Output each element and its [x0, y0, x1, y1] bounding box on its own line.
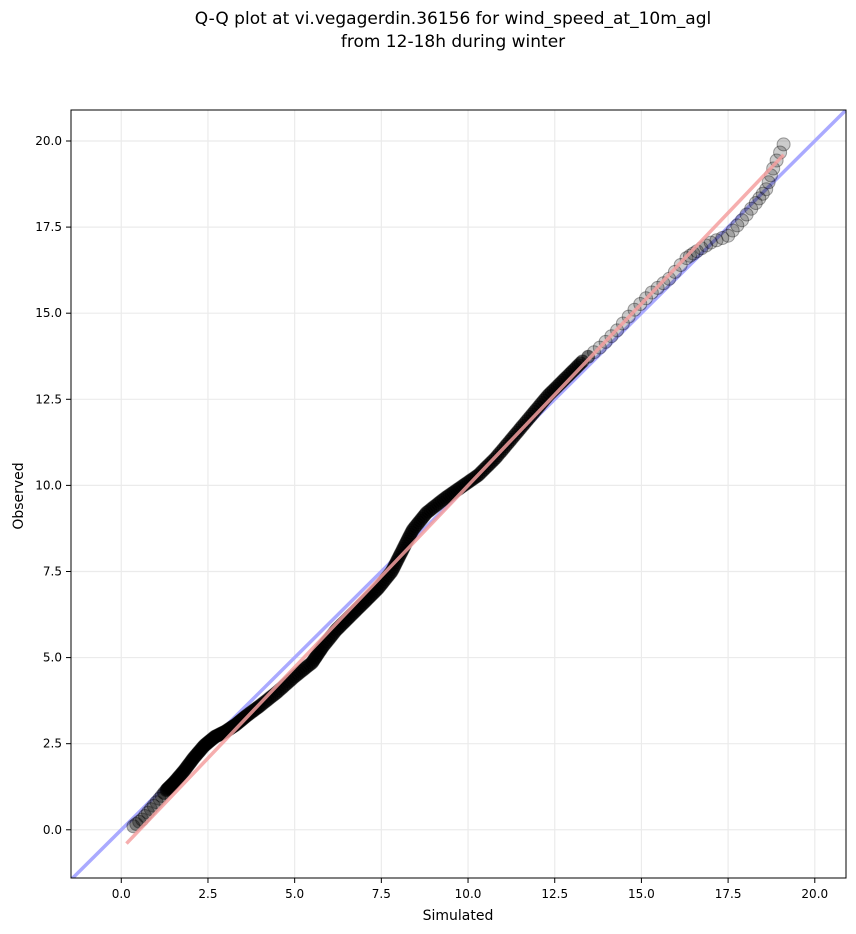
qq-point — [735, 213, 749, 228]
x-tick-label-2: 5.0 — [285, 887, 304, 901]
qq-point — [581, 349, 596, 364]
y-tick-label-1: 2.5 — [43, 737, 62, 751]
y-tick-label-2: 5.0 — [43, 651, 62, 665]
qq-point — [739, 207, 754, 222]
qq-point — [748, 196, 763, 210]
x-tick-label-7: 17.5 — [715, 887, 742, 901]
qq-point — [730, 218, 745, 233]
chart-title-line-1: Q-Q plot at vi.vegagerdin.36156 for wind… — [195, 9, 711, 29]
qq-point — [725, 223, 740, 238]
chart-title-line-2: from 12-18h during winter — [341, 32, 565, 52]
qq-point — [766, 161, 781, 176]
x-tick-label-6: 15.0 — [628, 887, 655, 901]
x-tick-label-1: 2.5 — [198, 887, 217, 901]
x-axis: 0.0 2.5 5.0 7.5 10.0 12.5 15.0 17.5 20.0 — [112, 878, 828, 901]
y-tick-label-3: 7.5 — [43, 564, 62, 578]
qq-point — [776, 137, 791, 152]
qq-point — [667, 264, 682, 279]
qq-point — [721, 228, 736, 243]
y-tick-label-8: 20.0 — [35, 134, 62, 148]
fit-line — [125, 153, 785, 845]
qq-point — [699, 238, 714, 253]
x-tick-label-8: 20.0 — [801, 887, 828, 901]
plot-frame — [70, 109, 847, 879]
qq-point — [755, 186, 770, 201]
y-tick-label-5: 12.5 — [35, 392, 62, 406]
y-axis-label: Observed — [11, 462, 27, 529]
qq-point — [126, 819, 141, 834]
y-tick-label-0: 0.0 — [43, 823, 62, 837]
x-tick-label-3: 7.5 — [372, 887, 391, 901]
y-tick-label-4: 10.0 — [35, 478, 62, 492]
qq-point — [715, 231, 730, 245]
y-axis: 0.0 2.5 5.0 7.5 10.0 12.5 15.0 17.5 20.0 — [35, 134, 71, 837]
y-tick-label-7: 17.5 — [35, 220, 62, 234]
qq-point — [703, 235, 718, 250]
x-tick-label-5: 12.5 — [541, 887, 568, 901]
y-tick-label-6: 15.0 — [35, 306, 62, 320]
qq-point — [752, 191, 767, 206]
qq-point — [761, 175, 776, 190]
qq-point — [744, 201, 759, 216]
x-tick-label-0: 0.0 — [112, 887, 131, 901]
x-tick-label-4: 10.0 — [455, 887, 482, 901]
qq-point — [146, 798, 161, 813]
x-axis-label: Simulated — [423, 908, 494, 924]
qq-point — [683, 248, 697, 263]
qq-point — [149, 795, 164, 810]
qq-point — [709, 233, 724, 248]
data-layer — [71, 110, 846, 878]
qq-point — [759, 182, 774, 197]
